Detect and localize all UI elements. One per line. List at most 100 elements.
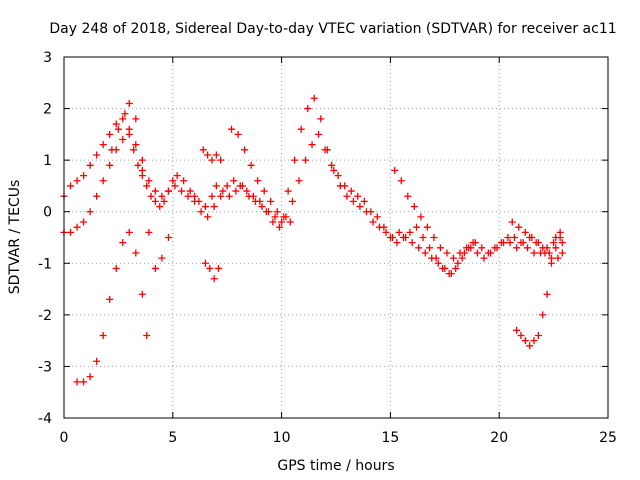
y-tick-label: -3: [38, 359, 52, 375]
data-point: [547, 254, 555, 262]
data-point: [271, 213, 279, 221]
data-point: [478, 244, 486, 252]
data-point: [432, 254, 440, 262]
data-point: [543, 290, 551, 298]
data-point: [258, 203, 266, 211]
data-point: [517, 239, 525, 247]
data-point: [178, 187, 186, 195]
x-axis-label: GPS time / hours: [277, 458, 394, 474]
data-point: [399, 234, 407, 241]
data-point: [382, 228, 390, 236]
data-point: [158, 254, 166, 262]
data-point: [164, 187, 172, 195]
data-point: [497, 239, 505, 247]
data-point: [112, 264, 120, 272]
data-point: [458, 254, 466, 262]
data-point: [415, 244, 423, 252]
data-point: [158, 192, 166, 200]
data-point: [80, 378, 88, 386]
data-point: [212, 182, 220, 190]
data-point: [156, 203, 164, 211]
data-point: [93, 151, 101, 159]
data-point: [199, 146, 207, 154]
data-point: [138, 290, 146, 298]
data-point: [223, 182, 231, 190]
axis-ticks: [63, 56, 609, 419]
data-point: [125, 99, 133, 107]
data-point: [151, 264, 159, 272]
data-points: [60, 94, 566, 386]
data-point: [275, 223, 283, 231]
data-point: [249, 192, 257, 200]
data-point: [201, 259, 209, 267]
data-point: [273, 208, 281, 216]
data-point: [86, 373, 94, 381]
data-point: [73, 223, 81, 231]
data-point: [349, 197, 357, 205]
data-point: [430, 234, 438, 241]
data-point: [241, 146, 249, 154]
data-point: [228, 125, 236, 133]
data-point: [230, 177, 238, 185]
data-point: [278, 218, 286, 226]
data-point: [321, 146, 329, 154]
y-tick-label: -2: [38, 308, 52, 324]
data-point: [201, 203, 209, 211]
data-point: [517, 331, 525, 339]
data-point: [267, 197, 275, 205]
data-point: [426, 244, 434, 252]
data-point: [212, 151, 220, 159]
data-point: [328, 161, 336, 169]
series-track-3: [73, 228, 151, 386]
data-point: [436, 244, 444, 252]
data-point: [341, 182, 349, 190]
data-point: [302, 156, 310, 164]
y-tick-label: 2: [43, 102, 52, 118]
data-point: [552, 244, 560, 252]
data-point: [256, 197, 264, 205]
data-point: [214, 264, 222, 272]
data-point: [119, 239, 127, 247]
data-point: [130, 146, 138, 154]
y-tick-label: 1: [43, 153, 52, 169]
data-point: [243, 187, 251, 195]
data-point: [173, 172, 181, 180]
data-point: [454, 259, 462, 267]
data-point: [291, 156, 299, 164]
data-point: [236, 182, 244, 190]
data-point: [417, 213, 425, 221]
data-point: [526, 342, 534, 350]
data-point: [132, 249, 140, 257]
data-point: [280, 213, 288, 221]
data-point: [317, 115, 325, 123]
series-track-9: [513, 228, 564, 350]
data-point: [491, 244, 499, 252]
data-point: [206, 264, 214, 272]
data-point: [386, 234, 394, 241]
data-point: [247, 161, 255, 169]
data-point: [308, 141, 316, 149]
data-point: [534, 239, 542, 247]
data-point: [186, 187, 194, 195]
data-point: [121, 110, 129, 118]
data-point: [530, 337, 538, 345]
data-point: [523, 244, 531, 252]
plot-frame: [63, 56, 609, 419]
data-point: [445, 270, 453, 278]
data-point: [86, 208, 94, 216]
data-point: [558, 249, 566, 257]
data-point: [288, 197, 296, 205]
data-point: [406, 228, 414, 236]
data-point: [404, 192, 412, 200]
data-point: [521, 337, 529, 345]
data-point: [419, 234, 427, 241]
data-point: [160, 197, 168, 205]
data-point: [330, 166, 338, 174]
data-point: [99, 177, 107, 185]
data-point: [219, 187, 227, 195]
data-point: [295, 177, 303, 185]
data-point: [380, 223, 388, 231]
data-point: [73, 378, 81, 386]
data-point: [315, 130, 323, 138]
